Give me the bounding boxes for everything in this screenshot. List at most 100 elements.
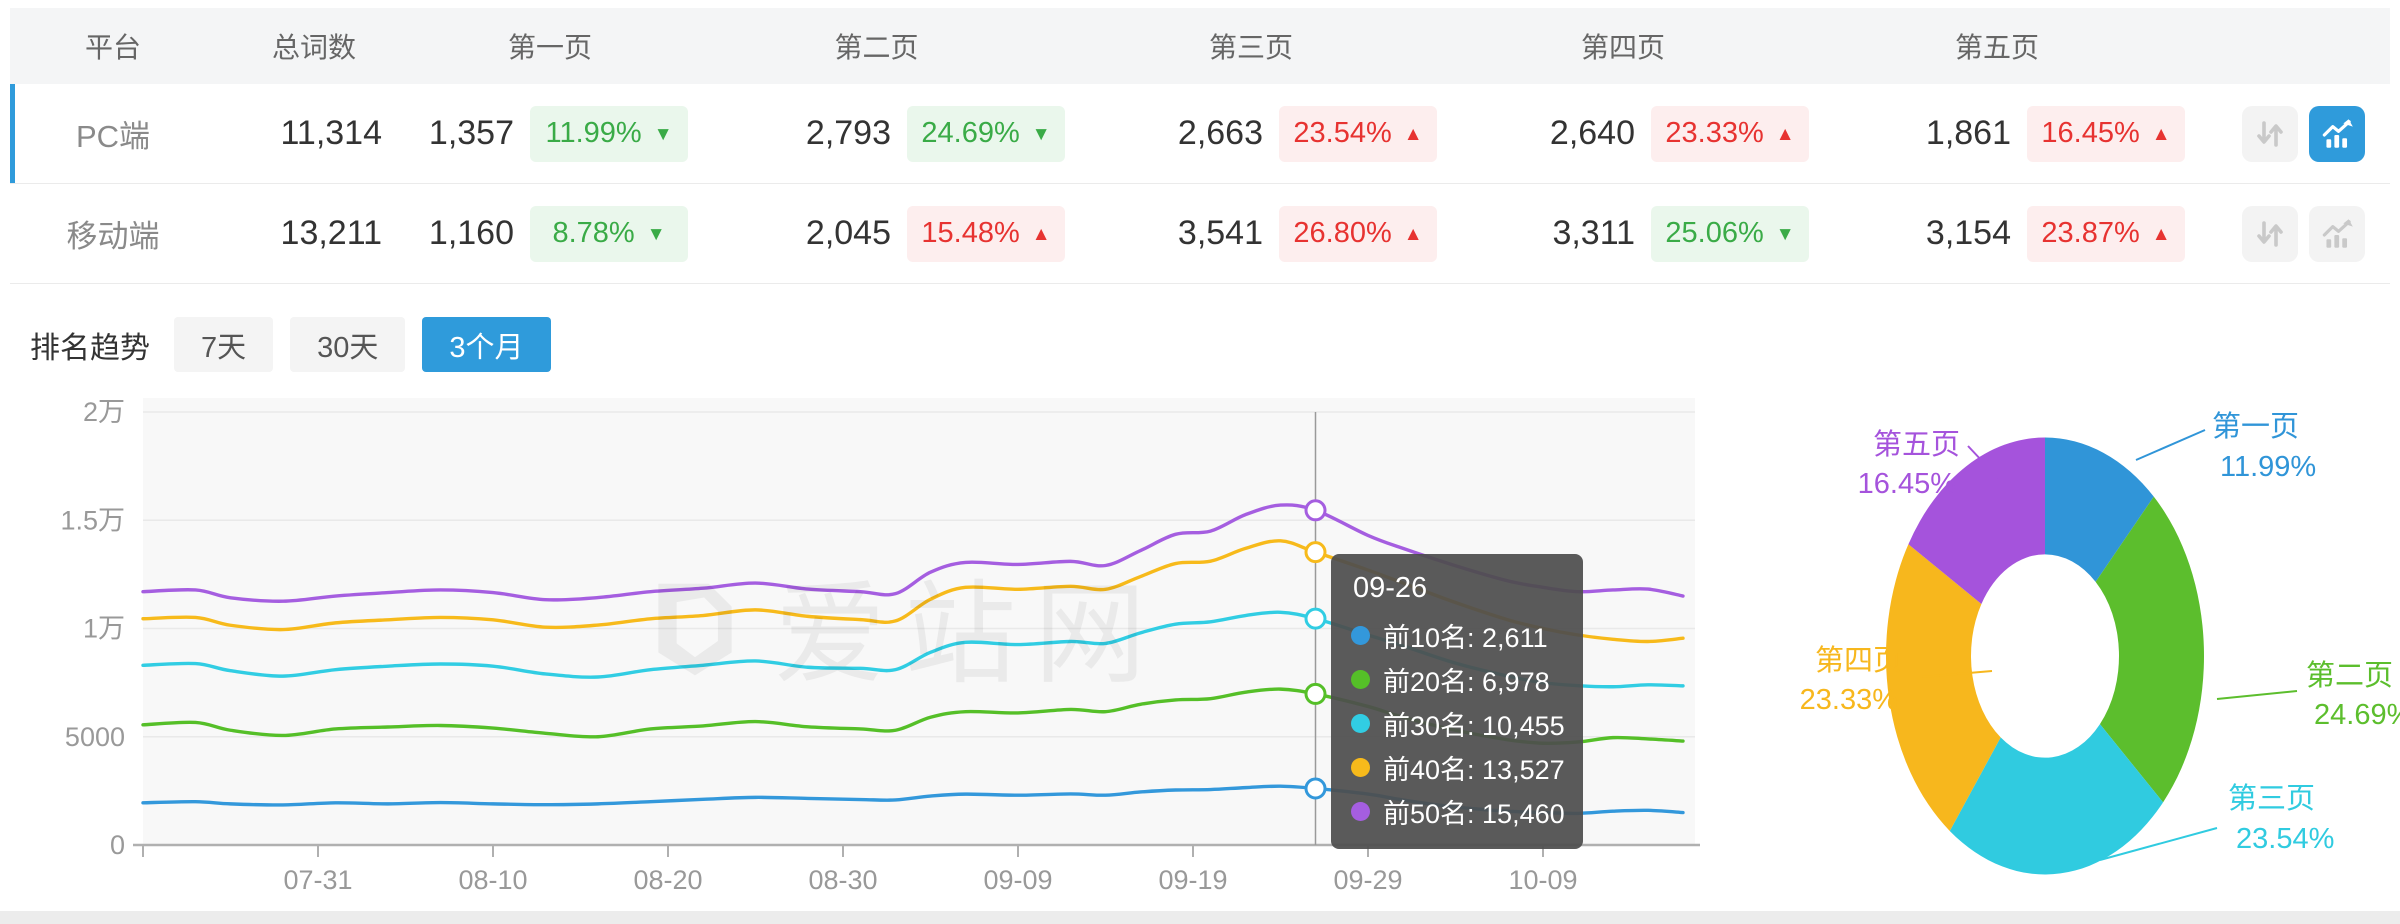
page3-cell: 3,541 26.80% ▲: [1065, 205, 1437, 262]
trend-chart-button[interactable]: [2309, 205, 2365, 262]
donut-percent-第三页: 23.54%: [2236, 823, 2334, 855]
donut-slice-第一页[interactable]: [2045, 437, 2154, 582]
change-percent: 11.99%: [545, 117, 642, 149]
charts-area: 爱站网 050001万1.5万2万07-3108-1008-2008-3009-…: [0, 392, 2400, 924]
sort-button[interactable]: [2242, 105, 2298, 162]
tooltip-row-text: 前20名: 6,978: [1383, 666, 1550, 697]
crosshair-marker-前50名: [1304, 499, 1327, 522]
crosshair-marker-前20名: [1304, 682, 1327, 705]
page3-count: 2,663: [1177, 114, 1263, 152]
tooltip-date: 09-26: [1353, 572, 1428, 604]
keyword-table: 平台 总词数 第一页 第二页 第三页 第四页 第五页 PC端 11,314 1,3…: [10, 8, 2390, 284]
tab-30天[interactable]: 30天: [290, 317, 406, 372]
col-header-platform: 平台: [84, 32, 141, 63]
series-dot-icon: [1351, 801, 1370, 821]
page4-count: 2,640: [1549, 114, 1635, 152]
col-header-page2: 第二页: [834, 32, 919, 63]
page3-count: 3,541: [1177, 214, 1263, 252]
donut-label-第五页: 第五页: [1873, 428, 1960, 461]
tooltip-row-前20名: 前20名: 6,978: [1351, 657, 1563, 701]
col-header-page4: 第四页: [1580, 32, 1665, 63]
donut-slice-第四页[interactable]: [1886, 544, 2001, 831]
page5-cell: 1,861 16.45% ▲: [1809, 105, 2185, 162]
arrow-up-icon: ▲: [1031, 223, 1051, 245]
trend-line-chart: 爱站网 050001万1.5万2万07-3108-1008-2008-3009-…: [0, 392, 1700, 924]
total-words-value: 11,314: [280, 114, 382, 152]
change-percent: 15.48%: [921, 217, 1020, 249]
page4-change-badge: 25.06% ▼: [1651, 205, 1809, 262]
tab-7天[interactable]: 7天: [174, 317, 274, 372]
page1-count: 1,357: [428, 114, 514, 152]
page-distribution-donut: 第一页 11.99% 第二页 24.69% 第三页 23.54% 第四页 23.33% 第五页 1…: [1700, 392, 2400, 924]
y-axis-label: 2万: [83, 397, 125, 427]
arrow-down-icon: ▼: [1775, 223, 1795, 245]
x-axis-label: 09-19: [1158, 865, 1227, 895]
arrow-up-icon: ▲: [1403, 123, 1423, 145]
crosshair-marker-前30名: [1304, 607, 1327, 630]
col-header-page1: 第一页: [507, 32, 592, 63]
donut-label-第二页: 第二页: [2306, 659, 2393, 692]
y-axis-label: 0: [110, 830, 125, 860]
trend-chart-button[interactable]: [2309, 105, 2365, 162]
change-percent: 23.87%: [2041, 217, 2140, 249]
tooltip-row-前30名: 前30名: 10,455: [1351, 701, 1565, 745]
arrow-up-icon: ▲: [1775, 123, 1795, 145]
page2-change-badge: 15.48% ▲: [907, 205, 1065, 262]
series-dot-icon: [1351, 625, 1370, 645]
arrow-up-icon: ▲: [2151, 223, 2171, 245]
bottom-divider: [0, 911, 2400, 924]
page3-cell: 2,663 23.54% ▲: [1065, 105, 1437, 162]
crosshair-marker-前40名: [1304, 541, 1327, 564]
donut-callout-line: [2099, 827, 2218, 861]
table-row-PC端[interactable]: PC端 11,314 1,357 11.99% ▼ 2,793 24.69% ▼ …: [10, 84, 2390, 184]
x-axis-label: 08-20: [633, 865, 702, 895]
arrow-down-icon: ▼: [1031, 123, 1051, 145]
donut-percent-第五页: 16.45%: [1858, 468, 1956, 500]
donut-slice-第三页[interactable]: [1949, 724, 2164, 875]
arrow-up-icon: ▲: [1403, 223, 1423, 245]
donut-callout-line: [1921, 670, 1993, 678]
donut-slice-第二页[interactable]: [2095, 496, 2204, 803]
table-header: 平台 总词数 第一页 第二页 第三页 第四页 第五页: [10, 8, 2390, 84]
tooltip-row-text: 前30名: 10,455: [1383, 710, 1565, 741]
crosshair-marker-前10名: [1304, 777, 1327, 800]
page4-count: 3,311: [1552, 214, 1635, 252]
tab-3个月[interactable]: 3个月: [422, 317, 551, 372]
arrow-up-icon: ▲: [2151, 123, 2171, 145]
donut-slice-第五页[interactable]: [1908, 437, 2045, 604]
page2-cell: 2,793 24.69% ▼: [688, 105, 1065, 162]
platform-label: PC端: [75, 119, 151, 154]
y-axis-label: 1.5万: [60, 505, 125, 535]
series-dot-icon: [1351, 669, 1370, 689]
page1-count: 1,160: [428, 214, 514, 252]
sort-button[interactable]: [2242, 205, 2298, 262]
tooltip-row-前50名: 前50名: 15,460: [1351, 789, 1565, 833]
page2-cell: 2,045 15.48% ▲: [688, 205, 1065, 262]
donut-chart-canvas[interactable]: 第一页 11.99% 第二页 24.69% 第三页 23.54% 第四页 23.33% 第五页 1…: [1700, 392, 2400, 924]
page5-count: 3,154: [1925, 214, 2011, 252]
page1-change-badge: 8.78% ▼: [530, 205, 688, 262]
page1-cell: 1,160 8.78% ▼: [412, 205, 688, 262]
change-percent: 25.06%: [1665, 217, 1764, 249]
y-axis-label: 1万: [83, 614, 125, 644]
change-percent: 23.33%: [1665, 117, 1764, 149]
series-dot-icon: [1351, 757, 1370, 777]
tooltip-row-text: 前10名: 2,611: [1383, 622, 1548, 653]
page5-count: 1,861: [1925, 114, 2011, 152]
x-axis-label: 07-31: [283, 865, 352, 895]
row-actions: [2185, 205, 2390, 262]
donut-callout-line: [1967, 445, 1999, 479]
table-row-移动端[interactable]: 移动端 13,211 1,160 8.78% ▼ 2,045 15.48% ▲ 3…: [10, 184, 2390, 284]
page4-change-badge: 23.33% ▲: [1651, 105, 1809, 162]
page1-change-badge: 11.99% ▼: [530, 105, 688, 162]
donut-label-第四页: 第四页: [1815, 644, 1902, 677]
tooltip-row-text: 前50名: 15,460: [1383, 798, 1565, 829]
series-dot-icon: [1351, 713, 1370, 733]
page2-change-badge: 24.69% ▼: [907, 105, 1065, 162]
page1-cell: 1,357 11.99% ▼: [412, 105, 688, 162]
total-words-value: 13,211: [280, 214, 382, 252]
donut-percent-第一页: 11.99%: [2220, 451, 2316, 483]
arrow-down-icon: ▼: [653, 123, 673, 145]
donut-callout-line: [2216, 690, 2298, 700]
